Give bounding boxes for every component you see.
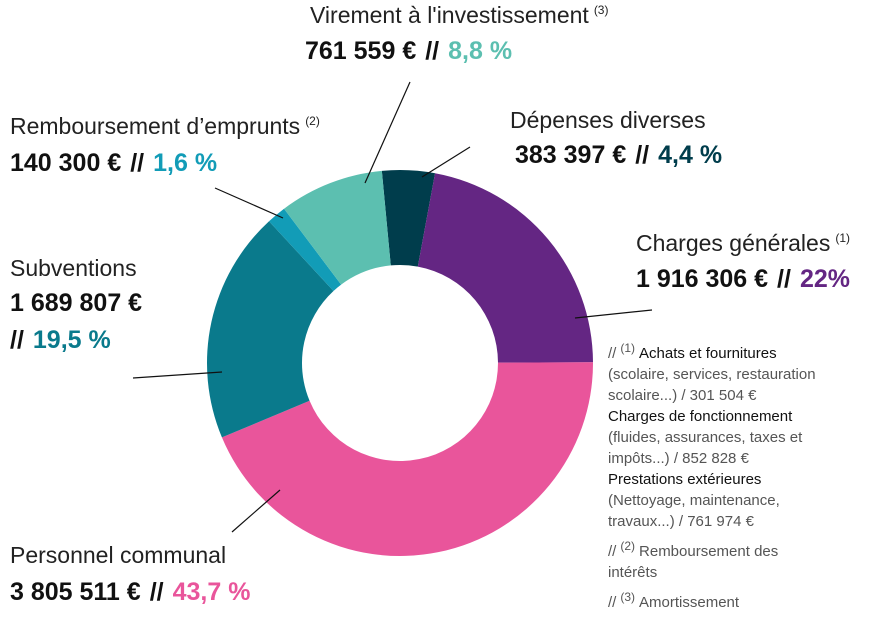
leader-line <box>214 187 284 219</box>
leader-line <box>231 489 281 533</box>
percent: 8,8 % <box>448 37 512 65</box>
note-line: //(3) Amortissement <box>608 590 740 611</box>
slice-amount: 761 559 € // 8,8 % <box>305 37 512 65</box>
note-line: //(1) Achats et fournitures <box>608 341 777 362</box>
percent: 43,7 % <box>173 578 251 606</box>
slice-name-text: Subventions <box>10 255 137 281</box>
slice-amount: 1 916 306 € // 22% <box>636 265 850 293</box>
leader-line <box>132 371 223 379</box>
amount: 383 397 € <box>515 141 626 169</box>
amount: 140 300 € <box>10 149 121 177</box>
note-text: Achats et fournitures <box>639 345 777 362</box>
note-ref: (1) <box>835 231 850 245</box>
amount: 1 916 306 € <box>636 265 768 293</box>
note-text: Remboursement des <box>639 543 778 560</box>
note-marker: (2) <box>620 539 635 553</box>
separator: // <box>130 149 144 177</box>
slice <box>207 221 334 438</box>
slice-name: Remboursement d’emprunts (2) <box>10 113 320 139</box>
slice-amount-2: // 19,5 % <box>10 326 111 354</box>
percent: 1,6 % <box>153 149 217 177</box>
slice <box>417 173 593 363</box>
separator: // <box>777 265 791 293</box>
slice-name: Dépenses diverses <box>510 107 706 133</box>
leader-line <box>574 309 653 319</box>
percent: 19,5 % <box>33 326 111 354</box>
slice-name-text: Charges générales <box>636 230 830 256</box>
amount: 1 689 807 € <box>10 289 142 317</box>
slice-name: Subventions <box>10 255 137 281</box>
slice <box>269 208 342 292</box>
slice-name-text: Remboursement d’emprunts <box>10 113 300 139</box>
note-separator: // <box>608 594 617 611</box>
slice-amount: 3 805 511 € // 43,7 % <box>10 578 250 606</box>
slice-name: Charges générales (1) <box>636 230 850 256</box>
leader-line <box>364 81 411 184</box>
note-text: Amortissement <box>639 594 740 611</box>
separator: // <box>425 37 439 65</box>
note-separator: // <box>608 345 617 362</box>
percent: 4,4 % <box>658 141 722 169</box>
slice-name-text: Personnel communal <box>10 542 226 568</box>
slice-name: Virement à l'investissement (3) <box>310 2 608 28</box>
note-ref: (3) <box>594 3 609 17</box>
note-ref: (2) <box>305 114 320 128</box>
percent: 22% <box>800 265 850 293</box>
slice-amount: 1 689 807 € <box>10 289 142 317</box>
note-line: (fluides, assurances, taxes et <box>608 429 803 446</box>
note-separator: // <box>608 543 617 560</box>
note-line: (scolaire, services, restauration <box>608 366 816 383</box>
amount: 761 559 € <box>305 37 416 65</box>
separator: // <box>150 578 164 606</box>
slice-amount: 383 397 € // 4,4 % <box>515 141 722 169</box>
slice-name-text: Virement à l'investissement <box>310 2 589 28</box>
note-line: Charges de fonctionnement <box>608 408 793 425</box>
note-line: Prestations extérieures <box>608 471 761 488</box>
note-line: scolaire...) / 301 504 € <box>608 387 757 404</box>
slice-name: Personnel communal <box>10 542 226 568</box>
slice <box>381 170 436 267</box>
note-line: intérêts <box>608 564 657 581</box>
note-line: //(2) Remboursement des <box>608 539 778 560</box>
slice <box>284 170 391 285</box>
separator: // <box>10 326 24 354</box>
note-line: travaux...) / 761 974 € <box>608 513 755 530</box>
note-marker: (1) <box>620 341 635 355</box>
note-marker: (3) <box>620 590 635 604</box>
note-line: impôts...) / 852 828 € <box>608 450 750 467</box>
slice-amount: 140 300 € // 1,6 % <box>10 149 217 177</box>
amount: 3 805 511 € <box>10 578 141 606</box>
slice-name-text: Dépenses diverses <box>510 107 706 133</box>
leader-line <box>421 146 471 178</box>
separator: // <box>635 141 649 169</box>
slice <box>221 362 594 556</box>
note-line: (Nettoyage, maintenance, <box>608 492 780 509</box>
